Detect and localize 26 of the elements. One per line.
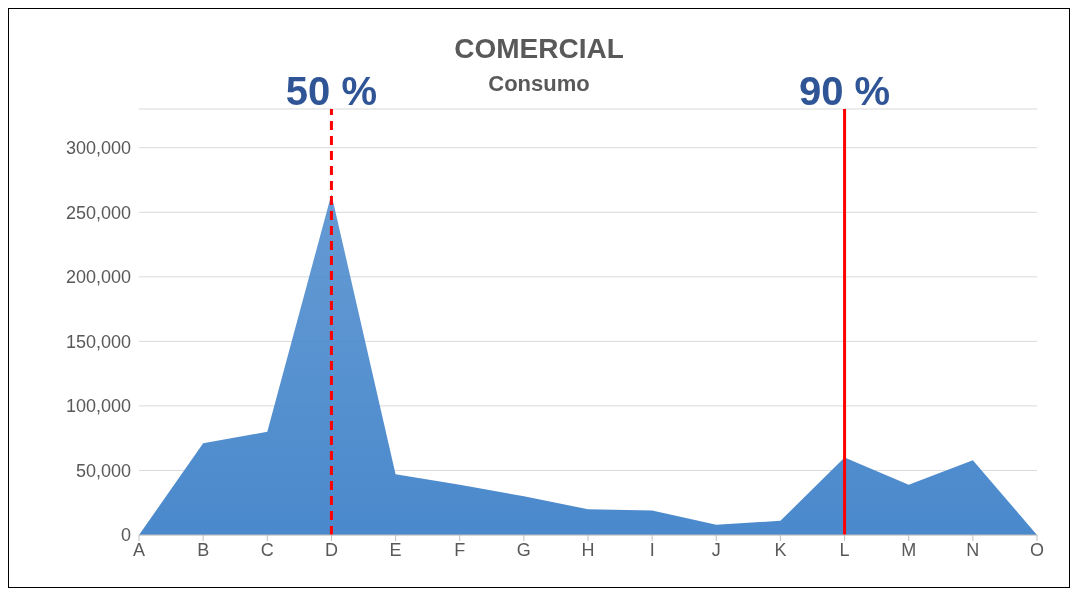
chart-subtitle: Consumo (488, 71, 590, 96)
x-tick-label: F (454, 539, 466, 560)
x-tick-label: L (839, 539, 850, 560)
x-tick-label: J (711, 539, 721, 560)
x-tick-label: M (901, 539, 917, 560)
x-tick-label: O (1029, 539, 1045, 560)
y-tick-label: 100,000 (65, 396, 131, 417)
x-tick-label: B (197, 539, 210, 560)
y-tick-label: 300,000 (65, 138, 131, 159)
y-tick-label: 0 (120, 525, 131, 546)
x-tick-label: A (132, 539, 146, 560)
y-tick-label: 250,000 (65, 202, 131, 223)
y-tick-label: 50,000 (75, 460, 131, 481)
ref-line-label: 50 % (285, 69, 378, 113)
y-tick-label: 150,000 (65, 331, 131, 352)
x-tick-label: K (774, 539, 787, 560)
x-tick-label: G (516, 539, 531, 560)
x-tick-label: E (389, 539, 402, 560)
y-tick-label: 200,000 (65, 267, 131, 288)
x-tick-label: C (260, 539, 274, 560)
chart-title: COMERCIAL (453, 33, 625, 65)
x-tick-label: N (966, 539, 980, 560)
x-tick-label: D (324, 539, 338, 560)
x-tick-label: I (649, 539, 655, 560)
ref-line-label: 90 % (798, 69, 891, 113)
x-tick-label: H (581, 539, 595, 560)
